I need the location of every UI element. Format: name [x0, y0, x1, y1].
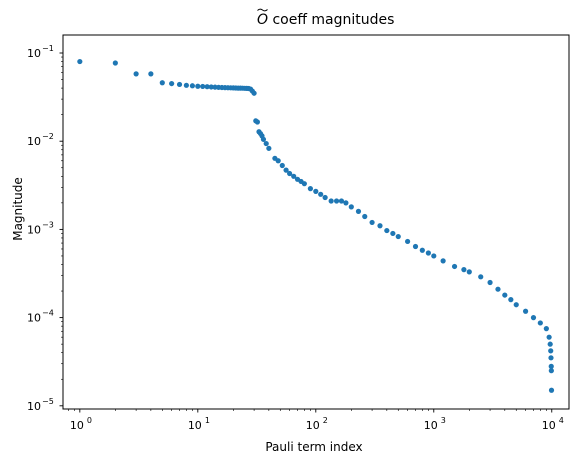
- data-point: [425, 250, 431, 256]
- data-point: [283, 167, 289, 173]
- data-point: [502, 292, 508, 298]
- data-point: [263, 140, 269, 147]
- data-point: [204, 84, 210, 90]
- data-point: [537, 320, 543, 326]
- y-tick-exponent: −5: [42, 397, 54, 406]
- y-tick-label: 10: [27, 47, 41, 60]
- y-tick-label: 10: [27, 312, 41, 325]
- data-point: [148, 71, 154, 77]
- data-point: [548, 368, 554, 374]
- x-tick-exponent: 0: [87, 416, 92, 425]
- data-point: [195, 83, 201, 89]
- y-tick-exponent: −1: [42, 44, 54, 53]
- data-point: [254, 119, 261, 125]
- y-axis-label: Magnitude: [11, 177, 25, 241]
- data-point: [301, 181, 307, 187]
- data-point: [260, 136, 267, 142]
- plot-area: [77, 58, 555, 393]
- data-point: [176, 81, 183, 88]
- data-point: [307, 186, 313, 192]
- data-point: [419, 247, 425, 253]
- data-point: [338, 198, 345, 204]
- data-point: [390, 230, 396, 237]
- data-point: [405, 238, 411, 245]
- x-tick-label: 10: [542, 419, 556, 432]
- data-point: [369, 219, 375, 226]
- y-tick-exponent: −3: [42, 220, 54, 229]
- data-point: [77, 58, 83, 65]
- data-point: [318, 191, 324, 197]
- data-point: [495, 286, 501, 292]
- y-tick-label: 10: [27, 135, 41, 148]
- chart-title: O coeff magnitudes: [257, 8, 394, 28]
- axes-frame: [62, 34, 570, 410]
- data-point: [208, 84, 214, 90]
- data-point: [279, 162, 285, 169]
- data-point: [183, 82, 189, 88]
- data-point: [451, 263, 458, 270]
- data-point: [291, 173, 297, 179]
- data-point: [313, 188, 319, 194]
- data-point: [328, 198, 334, 204]
- data-point: [546, 334, 552, 340]
- data-point: [478, 274, 484, 280]
- data-point: [189, 83, 196, 89]
- data-point: [440, 258, 446, 264]
- x-tick-exponent: 2: [323, 416, 328, 425]
- x-tick-label: 10: [188, 419, 202, 432]
- data-point: [508, 297, 514, 303]
- x-tick-exponent: 3: [441, 416, 446, 425]
- data-point: [266, 145, 272, 151]
- y-tick-exponent: −4: [42, 309, 54, 318]
- data-point: [487, 279, 493, 286]
- data-point: [548, 387, 555, 393]
- data-point: [133, 71, 139, 77]
- data-point: [395, 233, 401, 240]
- data-point: [466, 269, 472, 275]
- data-point: [522, 308, 529, 314]
- data-point: [275, 158, 281, 164]
- x-axis-label: Pauli term index: [265, 440, 362, 454]
- data-point: [169, 80, 175, 87]
- data-point: [461, 267, 467, 273]
- data-point: [322, 194, 328, 201]
- x-tick-label: 10: [424, 419, 438, 432]
- data-point: [384, 227, 390, 234]
- data-point: [548, 355, 554, 361]
- x-tick-label: 10: [306, 419, 320, 432]
- data-point: [377, 223, 383, 229]
- chart-title-text: coeff magnitudes: [268, 12, 394, 28]
- x-tick-exponent: 1: [205, 416, 210, 425]
- data-point: [431, 253, 437, 259]
- data-point: [513, 302, 519, 308]
- data-point: [355, 208, 362, 214]
- data-point: [251, 90, 257, 96]
- data-point: [548, 348, 554, 354]
- data-point: [530, 315, 537, 321]
- data-point: [287, 170, 293, 177]
- y-tick-label: 10: [27, 400, 41, 413]
- y-tick-exponent: −2: [42, 132, 54, 141]
- x-tick-label: 10: [70, 419, 84, 432]
- x-tick-exponent: 4: [559, 416, 564, 425]
- data-point: [200, 83, 206, 90]
- y-tick-label: 10: [27, 223, 41, 236]
- data-point: [159, 80, 165, 86]
- chart-title-symbol: O: [257, 12, 268, 28]
- data-point: [112, 60, 118, 66]
- data-point: [543, 326, 549, 332]
- data-point: [348, 204, 354, 210]
- data-point: [412, 243, 419, 250]
- tilde-accent: [257, 8, 268, 12]
- data-point: [547, 341, 553, 347]
- data-point: [343, 200, 349, 206]
- data-point: [548, 363, 554, 369]
- data-point: [333, 198, 340, 204]
- axis-ticks: 10 0 10 1 10 2 10 3 10 410 −510 −410 −310 −210 −1: [27, 44, 564, 432]
- data-point: [362, 213, 368, 220]
